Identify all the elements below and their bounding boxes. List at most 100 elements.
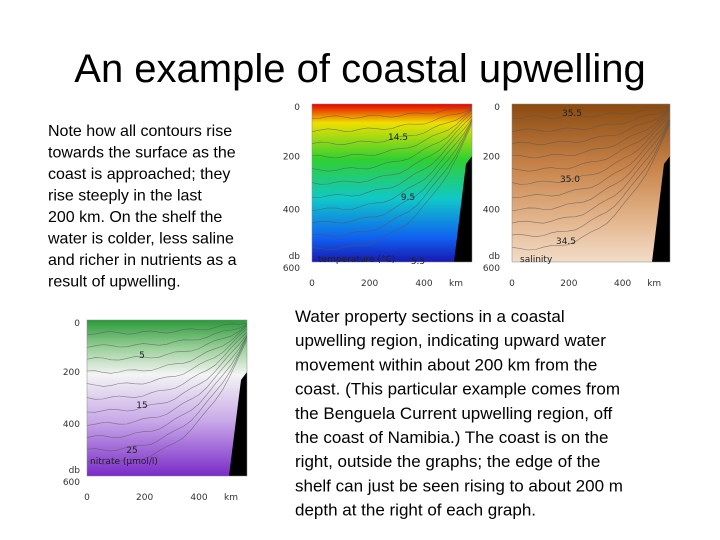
text-line: upwelling region, indicating upward wate… [295,331,606,350]
text-line: Note how all contours rise [48,123,232,140]
x-tick-label: 200 [560,279,577,289]
plot-name: nitrate (µmol/l) [90,457,158,467]
text-line: 200 km. On the shelf the [48,209,222,226]
contour-line [511,108,671,145]
shelf [454,156,472,262]
slide-title: An example of coastal upwelling [74,47,645,91]
contour-line [86,334,248,413]
text-line: depth at the right of each graph. [295,501,536,520]
plot-name: salinity [520,255,553,265]
contour-line [311,109,473,159]
contour-label: 15 [136,401,147,411]
contour-label: 35.0 [560,175,580,185]
contour-line [311,119,473,212]
plot-field [512,104,670,262]
contour-line [311,123,473,251]
text-line: rise steeply in the last [48,188,202,205]
x-tick-label: 0 [309,279,315,289]
contour-line [311,121,473,238]
contour-line [311,118,473,198]
y-tick-label: 0 [74,319,80,329]
text-line: water is colder, less saline [47,231,234,248]
plot-name: temperature (°C) [318,255,395,265]
contour-line [86,335,248,439]
text-line: Water property sections in a coastal [295,307,565,326]
x-tick-label: 0 [84,493,90,503]
plot-field [87,320,247,476]
contour-line [511,107,671,132]
text-line: the Benguela Current upwelling region, o… [295,404,613,423]
x-tick-label: km [449,279,463,289]
y-tick-label: 200 [483,153,500,163]
y-tick-label: 400 [63,420,80,430]
contour-line [311,108,473,145]
contour-line [86,328,248,387]
contour-line [511,115,671,185]
plot-field [312,104,472,262]
right-paragraph: Water property sections in a coastal upwe… [295,307,623,520]
text-line: right, outside the graphs; the edge of t… [295,452,600,471]
contour-label: 35.5 [562,109,582,119]
contour-line [311,115,473,185]
contour-line [311,112,473,172]
contour-line [86,325,248,374]
contour-line [511,118,671,198]
plot-frame [86,319,248,477]
x-tick-label: 0 [509,279,515,289]
y-tick-label: 600 [283,264,300,274]
text-line: coast. (This particular example comes fr… [295,380,620,399]
contour-label: 34.5 [556,237,576,247]
contour-line [86,335,248,426]
contour-line [511,112,671,172]
x-tick-label: 400 [614,279,631,289]
x-tick-label: 200 [136,493,153,503]
plot-frame [311,103,473,263]
contour-line [86,323,248,348]
contour-label: 25 [126,446,137,456]
contour-line [86,323,248,335]
text-line: result of upwelling. [48,274,181,291]
x-tick-label: 400 [415,279,432,289]
x-tick-label: 200 [361,279,378,289]
contour-line [311,107,473,132]
text-line: coast is approached; they [48,166,230,183]
contour-line [511,120,671,224]
x-tick-label: km [647,279,661,289]
contour-line [511,119,671,212]
contour-line [511,121,671,238]
contour-label: 14.5 [388,133,408,143]
contour-line [511,107,671,119]
text-line: movement within about 200 km from the [295,355,597,374]
y-tick-label: 0 [494,103,500,113]
plot-frame [511,103,671,263]
contour-plot: 0 200 400 db 600 0 200 400 km 14.5 9.5 5.5 temperatu… [283,103,473,289]
y-tick-label: db [289,252,301,262]
contour-line [311,107,473,119]
contour-line [86,331,248,400]
contour-label: 9.5 [401,193,415,203]
contour-line [86,336,248,452]
contour-line [86,324,248,361]
text-line: towards the surface as the [48,145,236,162]
y-tick-label: db [489,252,501,262]
y-tick-label: 400 [283,205,300,215]
contour-plot: 0 200 400 db 600 0 200 400 km 35.5 35.0 34.5salinit… [483,103,671,289]
contour-label: 5.5 [411,257,425,267]
x-tick-label: 400 [190,493,207,503]
contour-line [311,120,473,224]
text-line: the coast of Namibia.) The coast is on t… [295,428,608,447]
text-line: shelf can just be seen rising to about 2… [295,476,623,495]
contour-line [511,123,671,251]
contour-line [511,109,671,159]
shelf [652,156,670,262]
text-line: and richer in nutrients as a [48,252,237,269]
y-tick-label: 200 [283,153,300,163]
y-tick-label: 200 [63,368,80,378]
shelf [229,372,247,476]
x-tick-label: km [224,493,238,503]
plots: 0 200 400 db 600 0 200 400 km 14.5 9.5 5.5 temperatu… [63,103,671,503]
y-tick-label: 400 [483,205,500,215]
y-tick-label: 0 [294,103,300,113]
